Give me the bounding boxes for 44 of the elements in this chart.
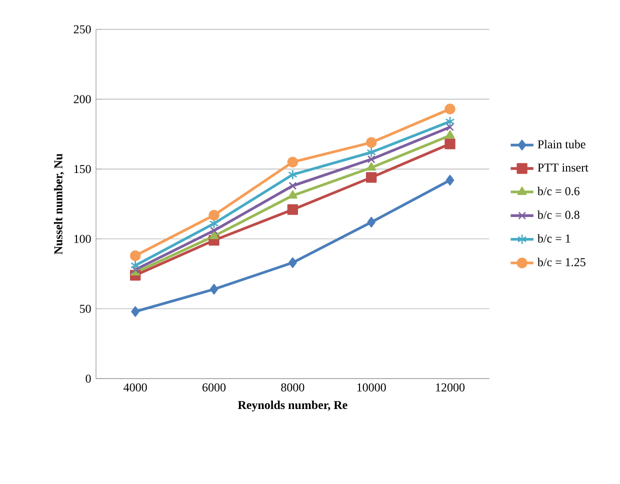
legend-label: b/c = 0.6 bbox=[537, 186, 580, 196]
point bbox=[131, 306, 140, 317]
point bbox=[288, 257, 297, 268]
x-tick-label: 10000 bbox=[357, 383, 386, 392]
legend-label: b/c = 1 bbox=[537, 234, 570, 243]
y-tick-label: 50 bbox=[80, 304, 91, 313]
point bbox=[130, 250, 141, 262]
point bbox=[366, 137, 377, 148]
legend-label: Plain tube bbox=[538, 140, 586, 148]
point bbox=[130, 260, 140, 271]
y-tick-label: 100 bbox=[74, 234, 91, 243]
legend-label: b/c = 0.8 bbox=[537, 210, 580, 219]
point bbox=[446, 174, 454, 186]
x-tick-label: 8000 bbox=[281, 383, 304, 392]
point bbox=[210, 226, 218, 235]
point bbox=[445, 130, 455, 139]
point bbox=[288, 182, 297, 190]
point bbox=[210, 284, 218, 295]
point bbox=[367, 155, 376, 164]
y-tick-label: 250 bbox=[74, 25, 91, 34]
point bbox=[445, 116, 455, 127]
y-tick-label: 150 bbox=[74, 165, 91, 174]
point bbox=[367, 216, 376, 228]
point bbox=[366, 172, 377, 183]
x-axis-title: Reynolds number, Re bbox=[238, 400, 348, 412]
y-tick-label: 0 bbox=[86, 374, 91, 383]
point bbox=[446, 123, 454, 132]
point bbox=[288, 190, 298, 199]
point bbox=[287, 204, 298, 215]
x-tick-label: 12000 bbox=[436, 383, 465, 392]
point bbox=[208, 210, 220, 220]
point bbox=[288, 169, 298, 180]
legend-label: PTT insert bbox=[538, 164, 588, 172]
x-tick-label: 4000 bbox=[124, 383, 147, 392]
point bbox=[444, 138, 456, 150]
x-tick-label: 6000 bbox=[202, 383, 226, 392]
y-tick-label: 200 bbox=[74, 95, 91, 104]
point bbox=[366, 146, 376, 158]
legend-label: b/c = 1.25 bbox=[537, 258, 586, 266]
y-axis-title: Nusselt number, Nu bbox=[54, 154, 64, 254]
point bbox=[366, 162, 376, 171]
point bbox=[444, 104, 456, 114]
point bbox=[209, 230, 219, 240]
point bbox=[287, 156, 298, 168]
